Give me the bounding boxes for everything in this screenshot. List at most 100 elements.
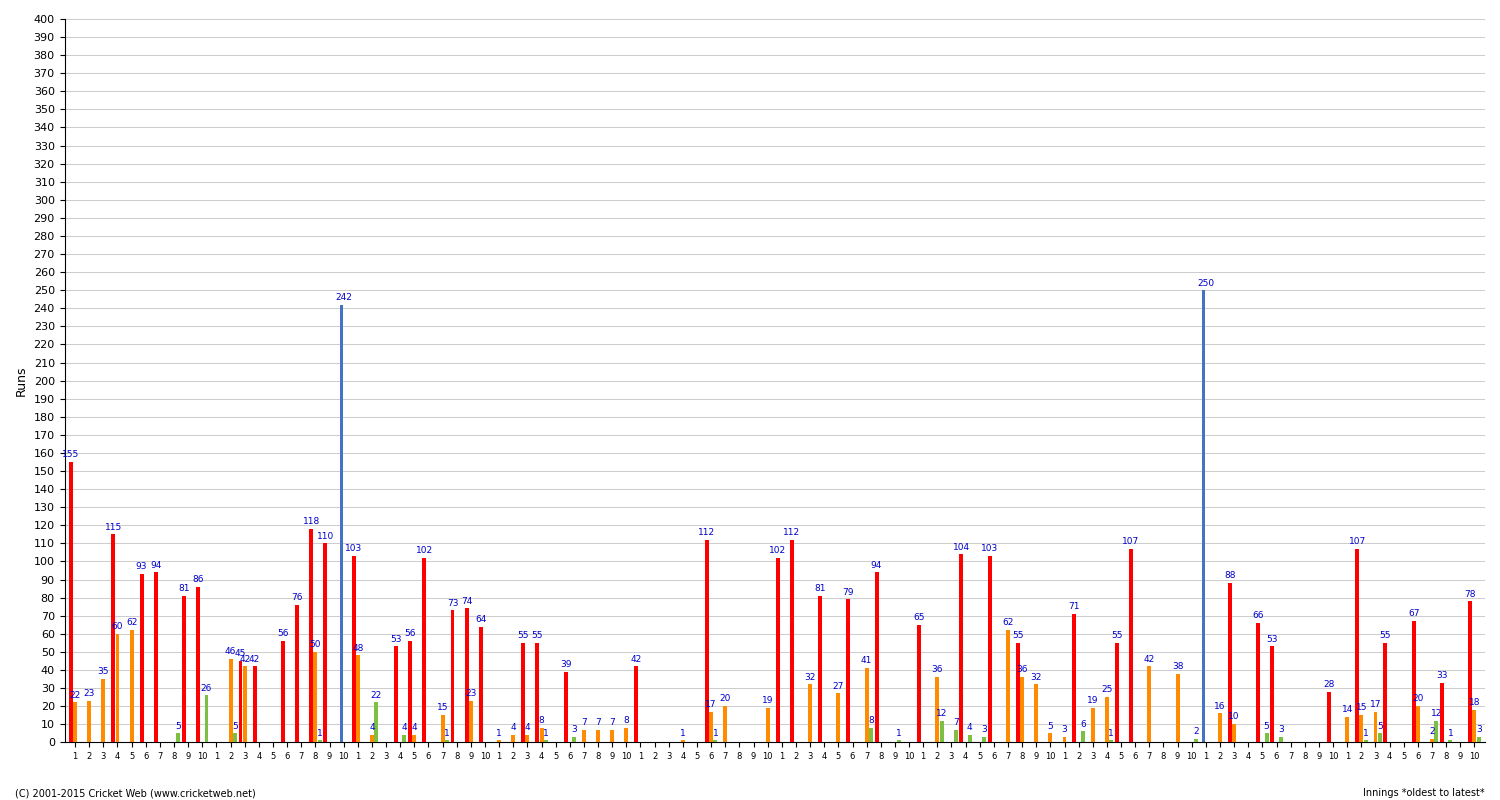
Text: 4: 4: [411, 723, 417, 732]
Bar: [982, 737, 986, 742]
Bar: [1416, 706, 1420, 742]
Text: 48: 48: [352, 644, 363, 653]
Text: 3: 3: [1476, 725, 1482, 734]
Text: 74: 74: [460, 597, 472, 606]
Bar: [252, 666, 257, 742]
Bar: [1020, 677, 1025, 742]
Bar: [413, 735, 417, 742]
Text: 17: 17: [1370, 700, 1382, 709]
Bar: [232, 734, 237, 742]
Text: 76: 76: [291, 593, 303, 602]
Bar: [572, 737, 576, 742]
Bar: [864, 668, 868, 742]
Text: 7: 7: [596, 718, 602, 727]
Bar: [296, 605, 298, 742]
Bar: [1430, 738, 1434, 742]
Bar: [177, 734, 180, 742]
Bar: [102, 679, 105, 742]
Bar: [705, 540, 710, 742]
Text: 17: 17: [705, 700, 717, 709]
Text: 7: 7: [609, 718, 615, 727]
Text: 41: 41: [861, 657, 873, 666]
Text: 8: 8: [538, 716, 544, 725]
Bar: [1218, 714, 1222, 742]
Text: 112: 112: [783, 528, 801, 537]
Bar: [1359, 715, 1364, 742]
Bar: [69, 462, 74, 742]
Bar: [681, 741, 686, 742]
Bar: [536, 643, 540, 742]
Text: 7: 7: [580, 718, 586, 727]
Text: 15: 15: [1356, 703, 1366, 713]
Bar: [140, 574, 144, 742]
Text: 55: 55: [1380, 631, 1390, 640]
Bar: [1346, 717, 1348, 742]
Bar: [238, 661, 243, 742]
Bar: [1007, 630, 1010, 742]
Text: 33: 33: [1436, 671, 1448, 680]
Text: 88: 88: [1224, 571, 1236, 581]
Bar: [624, 728, 628, 742]
Bar: [423, 558, 426, 742]
Text: 6: 6: [1080, 720, 1086, 729]
Bar: [340, 305, 344, 742]
Bar: [450, 610, 454, 742]
Text: 28: 28: [1323, 680, 1335, 689]
Bar: [1354, 549, 1359, 742]
Text: 42: 42: [630, 654, 642, 664]
Text: 64: 64: [476, 615, 486, 624]
Text: 1: 1: [444, 729, 450, 738]
Bar: [954, 730, 957, 742]
Text: 86: 86: [192, 575, 204, 584]
Bar: [818, 596, 822, 742]
Text: 1: 1: [1362, 729, 1368, 738]
Text: 42: 42: [1143, 654, 1155, 664]
Text: 55: 55: [1013, 631, 1023, 640]
Text: 3: 3: [572, 725, 578, 734]
Bar: [1108, 741, 1113, 742]
Bar: [1468, 602, 1472, 742]
Bar: [196, 586, 200, 742]
Text: 5: 5: [1047, 722, 1053, 730]
Text: 3: 3: [1062, 725, 1068, 734]
Text: 112: 112: [699, 528, 715, 537]
Bar: [1280, 737, 1282, 742]
Bar: [1383, 643, 1388, 742]
Text: 104: 104: [952, 542, 970, 551]
Bar: [512, 735, 515, 742]
Text: 78: 78: [1464, 590, 1476, 598]
Text: 35: 35: [98, 667, 109, 676]
Text: 4: 4: [968, 723, 972, 732]
Bar: [916, 625, 921, 742]
Bar: [402, 735, 406, 742]
Text: 1: 1: [496, 729, 502, 738]
Bar: [116, 634, 120, 742]
Text: 102: 102: [770, 546, 786, 555]
Bar: [1440, 682, 1444, 742]
Text: 23: 23: [465, 689, 477, 698]
Text: 23: 23: [84, 689, 94, 698]
Text: 8: 8: [624, 716, 628, 725]
Text: 42: 42: [238, 654, 250, 664]
Bar: [478, 626, 483, 742]
Text: 81: 81: [178, 584, 189, 593]
Bar: [1270, 646, 1275, 742]
Bar: [1364, 741, 1368, 742]
Text: 71: 71: [1068, 602, 1080, 611]
Bar: [441, 715, 444, 742]
Text: 32: 32: [1030, 673, 1042, 682]
Text: 1: 1: [1108, 729, 1114, 738]
Text: 22: 22: [69, 690, 81, 700]
Bar: [714, 741, 717, 742]
Text: 1: 1: [680, 729, 686, 738]
Text: Innings *oldest to latest*: Innings *oldest to latest*: [1364, 788, 1485, 798]
Text: 1: 1: [543, 729, 549, 738]
Text: 103: 103: [345, 544, 362, 554]
Bar: [765, 708, 770, 742]
Bar: [874, 572, 879, 742]
Bar: [1412, 621, 1416, 742]
Text: 103: 103: [981, 544, 999, 554]
Text: 4: 4: [402, 723, 406, 732]
Text: 27: 27: [833, 682, 844, 690]
Text: 73: 73: [447, 598, 459, 607]
